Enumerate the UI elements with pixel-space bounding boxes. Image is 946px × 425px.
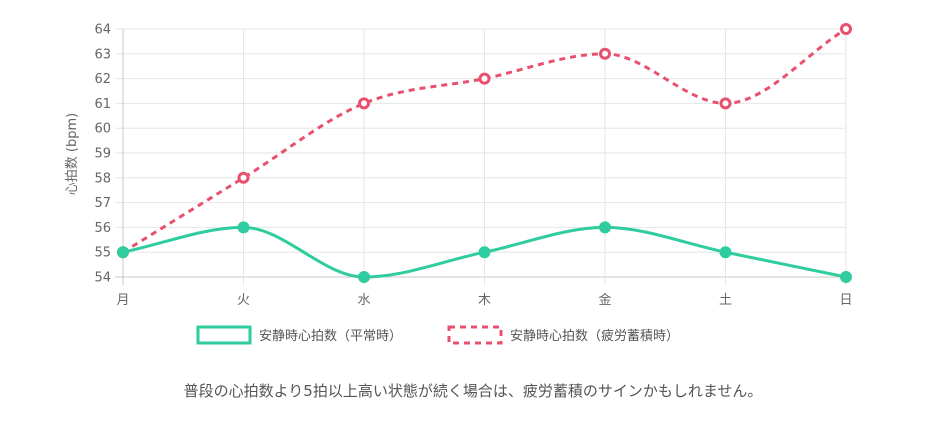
grid-lines — [115, 28, 847, 285]
legend-swatch — [196, 325, 252, 345]
data-point[interactable] — [719, 246, 732, 259]
chart-area: 54 55 56 57 58 59 60 61 62 63 64 月 火 水 木 金 土 日 心拍数 (bpm)… — [65, 23, 853, 345]
series-points — [117, 23, 852, 283]
data-point[interactable] — [478, 246, 491, 259]
x-tick-label: 金 — [598, 292, 611, 308]
x-tick-label: 火 — [237, 293, 250, 308]
data-point[interactable] — [478, 72, 491, 85]
y-tick-label: 63 — [94, 47, 111, 62]
y-tick-label: 64 — [94, 23, 111, 38]
data-point[interactable] — [599, 221, 611, 234]
legend-item-0[interactable]: 安静時心拍数（平常時） — [196, 325, 402, 345]
x-tick-label: 土 — [719, 293, 732, 308]
x-tick-label: 日 — [839, 293, 852, 308]
data-point[interactable] — [599, 47, 611, 60]
y-tick-label: 59 — [94, 147, 111, 162]
y-tick-label: 56 — [94, 221, 111, 236]
legend[interactable]: 安静時心拍数（平常時） 安静時心拍数（疲労蓄積時） — [196, 325, 679, 345]
data-point[interactable] — [840, 23, 852, 35]
data-point[interactable] — [840, 271, 852, 283]
data-point[interactable] — [237, 171, 250, 184]
data-point[interactable] — [358, 271, 370, 283]
y-tick-label: 62 — [94, 72, 111, 87]
chart-caption: 普段の心拍数より5拍以上高い状態が続く場合は、疲労蓄積のサインかもしれません。 — [183, 382, 763, 400]
data-point[interactable] — [358, 97, 370, 110]
legend-item-1[interactable]: 安静時心拍数（疲労蓄積時） — [447, 325, 679, 345]
x-tick-label: 月 — [116, 293, 129, 308]
x-tick-label: 水 — [357, 293, 370, 308]
y-tick-label: 54 — [94, 271, 111, 286]
y-tick-label: 61 — [94, 97, 111, 112]
data-point[interactable] — [117, 246, 129, 259]
y-tick-label: 57 — [94, 196, 111, 211]
data-point[interactable] — [719, 97, 732, 110]
x-tick-labels: 月火水木金土日 — [116, 292, 852, 308]
legend-label: 安静時心拍数（平常時） — [259, 329, 402, 344]
legend-label: 安静時心拍数（疲労蓄積時） — [510, 328, 679, 344]
y-tick-label: 60 — [94, 122, 111, 137]
line-chart: 54 55 56 57 58 59 60 61 62 63 64 月 火 水 木 金 土 日 心拍数 (bpm)… — [65, 23, 853, 345]
y-tick-labels: 54 55 56 57 58 59 60 61 62 63 64 — [94, 23, 111, 286]
y-axis-title: 心拍数 (bpm) — [65, 113, 80, 195]
y-tick-label: 55 — [94, 246, 111, 261]
x-tick-label: 木 — [478, 293, 491, 308]
data-point[interactable] — [237, 221, 250, 234]
legend-swatch — [447, 325, 503, 345]
y-tick-label: 58 — [94, 171, 111, 186]
